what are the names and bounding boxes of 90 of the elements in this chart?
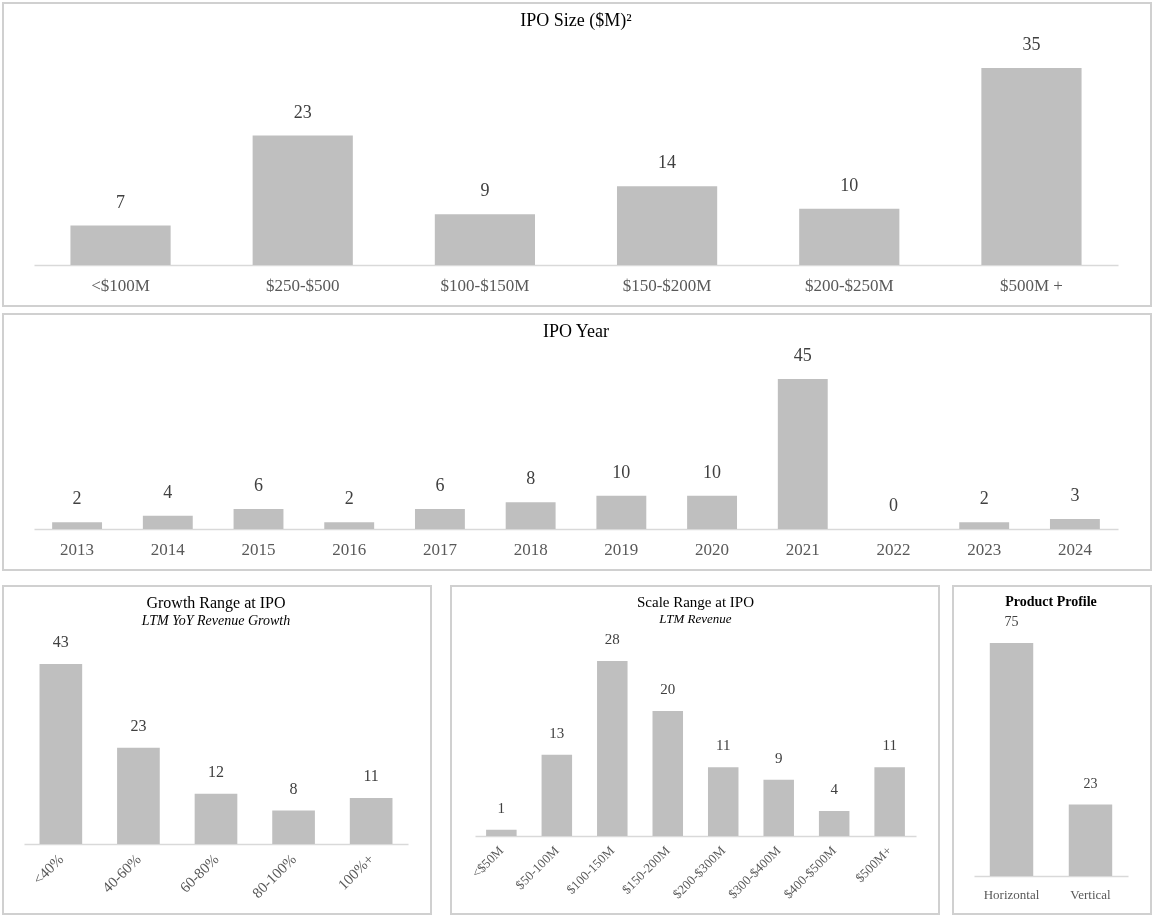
- chart-title: IPO Year: [542, 321, 610, 341]
- data-label: 10: [840, 174, 859, 195]
- bar: [117, 747, 160, 844]
- x-tick-label: $150-$200M: [622, 275, 712, 295]
- data-label: 6: [435, 475, 445, 495]
- bar: [874, 767, 905, 836]
- bar: [707, 767, 739, 836]
- x-tick-label: $100-$150M: [440, 275, 530, 295]
- x-tick-label: 2018: [513, 539, 548, 559]
- data-label: 4: [163, 481, 173, 502]
- bar: [142, 515, 193, 529]
- data-label: 28: [604, 631, 620, 647]
- bar: [324, 522, 375, 529]
- bar: [70, 225, 171, 265]
- data-label: 8: [289, 779, 298, 797]
- x-tick-label: 2020: [695, 539, 730, 559]
- data-label: 2: [72, 488, 82, 509]
- x-tick-label: 2016: [332, 539, 367, 559]
- bar: [541, 754, 573, 836]
- chart-title: IPO Size ($M)²: [520, 10, 632, 31]
- bar: [799, 208, 900, 265]
- bar: [818, 811, 850, 836]
- data-label: 11: [716, 737, 731, 754]
- x-tick-label: $500M +: [999, 275, 1063, 295]
- chart-title: Growth Range at IPO: [146, 594, 286, 612]
- data-label: 9: [480, 180, 490, 201]
- bar: [981, 68, 1082, 265]
- x-tick-label: $250-$500: [265, 275, 340, 295]
- bar: [434, 214, 536, 265]
- bar: [194, 793, 238, 844]
- data-label: 0: [888, 495, 898, 515]
- chart-subtitle: LTM Revenue: [658, 611, 732, 626]
- data-label: 10: [612, 461, 631, 482]
- bar: [1049, 519, 1100, 529]
- bar: [39, 664, 83, 844]
- bar: [349, 797, 393, 844]
- chart-title: Product Profile: [1005, 594, 1097, 609]
- bar: [652, 711, 684, 836]
- x-tick-label: 2024: [1057, 539, 1093, 559]
- data-label: 75: [1004, 614, 1019, 629]
- x-tick-label: $200-$250M: [804, 275, 894, 295]
- data-label: 7: [116, 191, 126, 212]
- x-tick-label: 2014: [150, 539, 186, 559]
- bar: [959, 522, 1010, 529]
- bar: [52, 522, 103, 529]
- data-label: 8: [526, 468, 536, 489]
- bar: [763, 779, 794, 836]
- x-tick-label: 2022: [876, 539, 911, 559]
- x-tick-label: 2017: [422, 539, 458, 559]
- bar: [272, 810, 315, 844]
- data-label: 10: [703, 461, 722, 482]
- bar: [252, 135, 353, 265]
- data-label: 20: [660, 681, 676, 697]
- data-label: 2: [979, 488, 989, 509]
- x-tick-label: <$100M: [91, 275, 150, 295]
- bar: [233, 509, 284, 529]
- data-label: 43: [52, 633, 69, 650]
- bar: [596, 495, 647, 529]
- bar: [687, 495, 738, 529]
- data-label: 4: [830, 781, 839, 797]
- x-tick-label: 2023: [967, 539, 1002, 559]
- data-label: 11: [882, 737, 897, 754]
- data-label: 3: [1070, 485, 1080, 505]
- data-label: 23: [130, 716, 147, 734]
- bar: [486, 829, 517, 836]
- data-label: 35: [1022, 34, 1041, 54]
- data-label: 11: [363, 766, 379, 784]
- chart-title: Scale Range at IPO: [636, 594, 755, 610]
- bar: [597, 661, 628, 836]
- data-label: 23: [293, 101, 312, 122]
- x-tick-label: 2021: [785, 539, 820, 559]
- data-label: 45: [793, 345, 812, 365]
- bar: [505, 502, 556, 529]
- bar: [777, 379, 828, 529]
- bar: [616, 186, 718, 265]
- data-label: 14: [658, 152, 677, 173]
- x-tick-label: Vertical: [1070, 886, 1112, 902]
- x-tick-label: 2019: [604, 539, 639, 559]
- data-label: 9: [774, 749, 783, 766]
- x-tick-label: 2015: [241, 539, 276, 559]
- data-label: 2: [344, 488, 354, 509]
- data-label: 12: [208, 762, 224, 780]
- data-label: 13: [549, 724, 565, 741]
- data-label: 6: [254, 475, 264, 495]
- x-tick-label: 2013: [60, 539, 95, 559]
- bar: [414, 509, 465, 529]
- x-tick-label: Horizontal: [983, 886, 1040, 902]
- chart-subtitle: LTM YoY Revenue Growth: [140, 613, 291, 628]
- data-label: 1: [497, 799, 506, 816]
- data-label: 23: [1083, 775, 1098, 791]
